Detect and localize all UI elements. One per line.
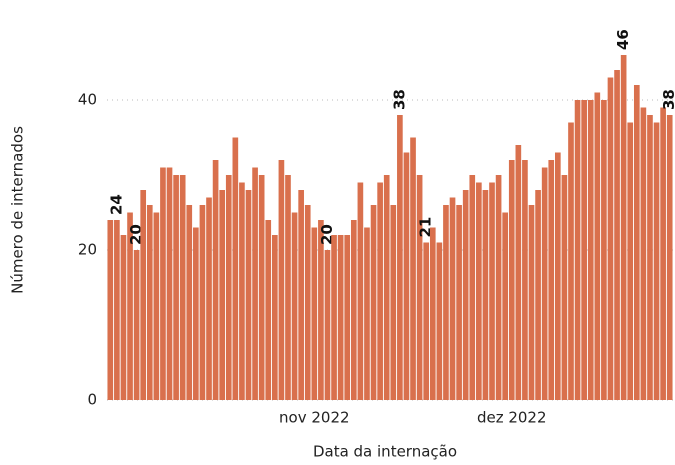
- bar: [614, 70, 620, 400]
- bar: [337, 235, 344, 400]
- bar: [554, 152, 561, 400]
- bar: [370, 205, 377, 400]
- bar: [120, 235, 127, 400]
- bar: [160, 167, 166, 400]
- bar: [456, 205, 462, 400]
- bar: [522, 160, 528, 400]
- bar: [449, 197, 456, 400]
- bar: [397, 115, 403, 400]
- bar: [548, 160, 555, 400]
- bar: [383, 175, 390, 400]
- bar: [416, 175, 423, 400]
- bar: [166, 167, 173, 400]
- bar: [568, 122, 574, 400]
- x-axis-label: Data da internação: [313, 443, 457, 461]
- bar: [199, 205, 206, 400]
- bar: [535, 190, 541, 400]
- bar: [364, 227, 370, 400]
- value-label: 46: [614, 29, 632, 50]
- bar: [627, 122, 634, 400]
- bar: [127, 212, 133, 400]
- bar: [278, 160, 285, 400]
- bar: [587, 100, 594, 400]
- bar: [423, 242, 430, 400]
- bar: [232, 137, 239, 400]
- bar: [114, 220, 120, 400]
- bar: [528, 205, 535, 400]
- bar: [225, 175, 232, 400]
- bar: [653, 122, 660, 400]
- bar: [318, 220, 324, 400]
- bar: [153, 212, 160, 400]
- value-label: 24: [107, 194, 125, 215]
- bar: [298, 190, 304, 400]
- bar: [377, 182, 383, 400]
- y-tick-label: 0: [87, 391, 97, 409]
- bar: [469, 175, 476, 400]
- bar: [331, 235, 337, 400]
- bar: [311, 227, 318, 400]
- bar: [403, 152, 410, 400]
- bar: [666, 115, 673, 400]
- y-tick-label: 40: [78, 91, 97, 109]
- bar: [660, 107, 666, 400]
- x-tick-label: nov 2022: [279, 409, 350, 427]
- bar: [245, 190, 252, 400]
- bar: [443, 205, 449, 400]
- bar: [291, 212, 298, 400]
- bar: [581, 100, 587, 400]
- bar: [601, 100, 607, 400]
- bar: [502, 212, 509, 400]
- x-tick-label: dez 2022: [477, 409, 547, 427]
- value-label: 38: [390, 89, 408, 110]
- bar: [594, 92, 601, 400]
- y-tick-label: 20: [78, 241, 97, 259]
- bar: [515, 145, 522, 400]
- bar: [173, 175, 179, 400]
- bar: [574, 100, 581, 400]
- y-axis-label: Número de internados: [9, 126, 27, 294]
- bar: [304, 205, 311, 400]
- bar: [344, 235, 351, 400]
- bar: [410, 137, 416, 400]
- bar: [508, 160, 515, 400]
- bar: [357, 182, 364, 400]
- bar: [489, 182, 495, 400]
- bar: [133, 250, 140, 400]
- bar: [179, 175, 186, 400]
- bar: [186, 205, 193, 400]
- bar: [265, 220, 272, 400]
- value-label: 38: [660, 89, 675, 110]
- bar: [219, 190, 226, 400]
- bar: [107, 220, 114, 400]
- bar: [271, 235, 278, 400]
- bar: [561, 175, 568, 400]
- bar: [436, 242, 443, 400]
- bar: [482, 190, 489, 400]
- bar: [258, 175, 265, 400]
- bar: [140, 190, 147, 400]
- bar: [212, 160, 219, 400]
- bar: [350, 220, 357, 400]
- bar: [390, 205, 397, 400]
- bar: [541, 167, 548, 400]
- bar: [324, 250, 331, 400]
- bar: [206, 197, 212, 400]
- bar: [620, 55, 627, 400]
- bar: [647, 115, 653, 400]
- bar: [640, 107, 647, 400]
- bar: [429, 227, 436, 400]
- bar: [193, 227, 199, 400]
- bar: [252, 167, 258, 400]
- bar: [495, 175, 502, 400]
- bar: [476, 182, 482, 400]
- bar: [239, 182, 245, 400]
- bar: [607, 77, 614, 400]
- bar: [462, 190, 469, 400]
- bar: [633, 85, 640, 400]
- bar: [146, 205, 153, 400]
- bar: [285, 175, 291, 400]
